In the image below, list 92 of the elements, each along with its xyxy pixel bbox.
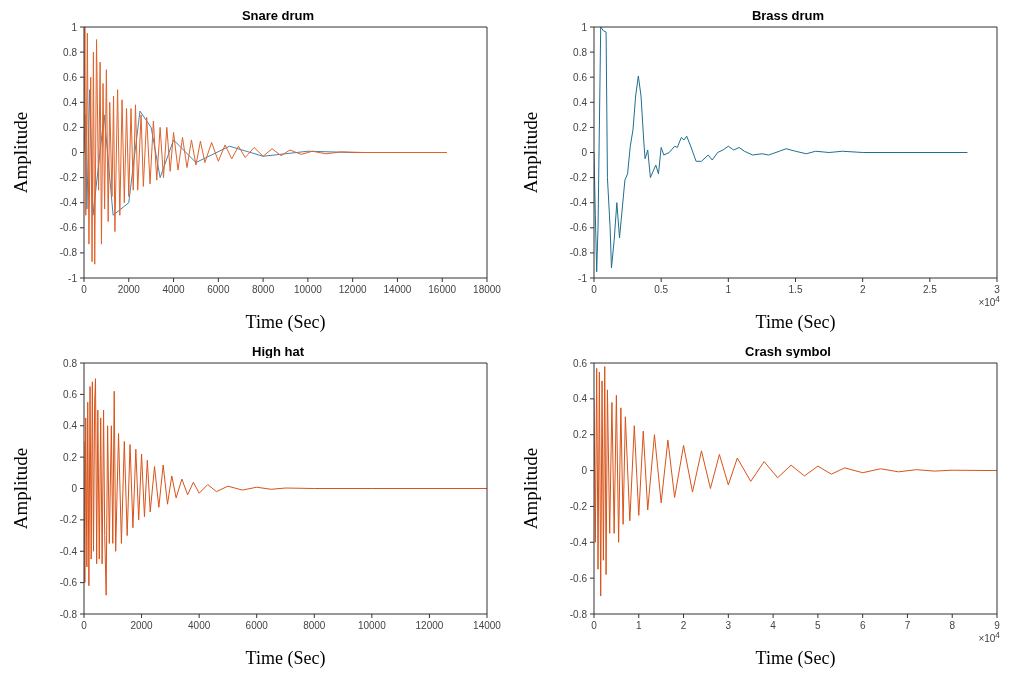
y-tick-label: -1 [68, 272, 78, 284]
chart-title: Snare drum [240, 8, 316, 23]
line-series [84, 27, 448, 265]
chart-title: High hat [251, 344, 305, 359]
x-tick-label: 2 [680, 620, 687, 632]
x-tick-label: 1 [636, 620, 642, 632]
y-tick-label: 0.8 [63, 357, 78, 369]
x-tick-label: 1.5 [788, 284, 803, 296]
x-tick-label: 8000 [251, 284, 275, 296]
y-tick-label: 0.4 [573, 393, 588, 405]
x-tick-label: 12000 [415, 620, 444, 632]
x-tick-label: 2.5 [922, 284, 938, 296]
x-tick-label: 4000 [162, 284, 186, 296]
x-tick-label: 10000 [357, 620, 387, 632]
x-tick-label: 12000 [338, 284, 368, 296]
y-tick-label: 0.4 [63, 96, 78, 108]
line-series [84, 378, 487, 596]
y-tick-label: 0.6 [573, 71, 588, 83]
y-tick-label: -0.4 [569, 197, 588, 209]
x-tick-label: 7 [904, 620, 911, 632]
line-series [594, 366, 997, 597]
line-series [594, 27, 968, 273]
x-tick-label: 14000 [383, 284, 412, 296]
y-tick-label: -0.8 [569, 247, 588, 259]
y-tick-label: 0 [71, 483, 78, 495]
y-axis-title: Amplitude [9, 447, 31, 530]
chart-title: Brass drum [750, 8, 826, 23]
y-tick-label: -0.6 [59, 222, 78, 234]
y-tick-label: -0.8 [569, 608, 588, 620]
y-tick-label: -0.8 [59, 608, 78, 620]
x-tick-label: 6000 [245, 620, 269, 632]
x-tick-label: 6000 [207, 284, 230, 296]
y-tick-label: 0.6 [63, 71, 78, 83]
y-tick-label: 0 [71, 147, 78, 159]
x-tick-label: 18000 [473, 284, 502, 296]
y-tick-label: 0.8 [573, 46, 588, 58]
x-tick-label: 5 [815, 620, 822, 632]
x-axis-title: Time (Sec) [245, 648, 326, 669]
y-tick-label: 0.4 [63, 420, 78, 432]
x-tick-label: 2000 [130, 620, 154, 632]
y-tick-label: -0.2 [569, 500, 588, 512]
x-tick-label: 6 [859, 620, 866, 632]
chart-title: Crash symbol [744, 344, 832, 359]
x-tick-label: 3 [994, 284, 1001, 296]
x-tick-label: 4000 [188, 620, 211, 632]
x-axis-title: Time (Sec) [755, 312, 836, 333]
x-tick-label: 16000 [428, 284, 457, 296]
x-tick-label: 9 [994, 620, 1001, 632]
text: ×10$^{4}$ [978, 630, 1000, 645]
x-tick-label: 8 [949, 620, 956, 632]
x-tick-label: 0 [81, 284, 88, 296]
x-tick-label: 2000 [117, 284, 141, 296]
x-tick-label: 2 [859, 284, 866, 296]
x-axis-title: Time (Sec) [245, 312, 326, 333]
x-tick-label: 14000 [473, 620, 502, 632]
y-tick-label: 0.2 [63, 121, 78, 133]
x-tick-label: 0 [81, 620, 88, 632]
x-tick-label: 10000 [293, 284, 323, 296]
y-tick-label: -0.2 [569, 172, 588, 184]
y-tick-label: 0 [581, 465, 588, 477]
y-tick-label: -1 [578, 272, 588, 284]
x-tick-label: 0 [591, 620, 598, 632]
y-axis-title: Amplitude [519, 447, 541, 530]
y-tick-label: -0.2 [59, 514, 78, 526]
y-tick-label: 0.6 [573, 357, 588, 369]
x-tick-label: 8000 [303, 620, 326, 632]
x-axis-title: Time (Sec) [755, 648, 836, 669]
y-tick-label: 1 [71, 21, 78, 33]
y-tick-label: 0.2 [573, 121, 588, 133]
y-tick-label: -0.6 [59, 577, 78, 589]
x-tick-label: 1 [725, 284, 732, 296]
y-tick-label: -0.4 [59, 545, 78, 557]
x-tick-label: 0.5 [654, 284, 669, 296]
y-tick-label: 0 [581, 147, 588, 159]
y-tick-label: 0.4 [573, 96, 588, 108]
y-tick-label: 0.8 [63, 46, 78, 58]
text: ×10$^{4}$ [978, 294, 1000, 309]
y-tick-label: -0.6 [569, 572, 588, 584]
x-tick-label: 4 [770, 620, 777, 632]
y-tick-label: -0.6 [569, 222, 588, 234]
x-tick-label: 0 [591, 284, 598, 296]
y-tick-label: 0.2 [573, 429, 588, 441]
y-tick-label: -0.8 [59, 247, 78, 259]
y-tick-label: 0.2 [63, 451, 78, 463]
y-axis-title: Amplitude [9, 111, 31, 194]
x-tick-label: 3 [725, 620, 732, 632]
y-tick-label: -0.2 [59, 172, 78, 184]
y-tick-label: 0.6 [63, 388, 78, 400]
y-tick-label: -0.4 [59, 197, 78, 209]
y-tick-label: -0.4 [569, 536, 588, 548]
y-tick-label: 1 [581, 21, 588, 33]
y-axis-title: Amplitude [519, 111, 541, 194]
